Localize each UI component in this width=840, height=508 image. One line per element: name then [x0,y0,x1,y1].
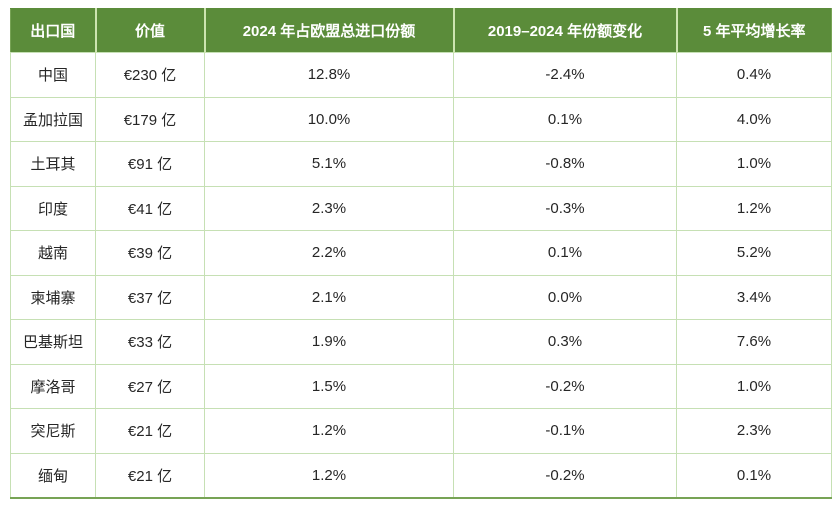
growth-rate-cell: 7.6% [676,319,832,365]
country-cell: 孟加拉国 [10,96,96,142]
value-cell: €27 亿 [95,363,205,409]
country-cell: 缅甸 [10,452,96,499]
share-change-cell: -0.1% [453,408,677,454]
share-2024-cell: 1.2% [204,408,454,454]
growth-rate-cell: 3.4% [676,274,832,320]
share-change-cell: -0.2% [453,363,677,409]
value-cell: €230 亿 [95,52,205,98]
value-cell: €21 亿 [95,452,205,499]
share-change-cell: 0.1% [453,230,677,276]
value-cell: €41 亿 [95,185,205,231]
share-change-cell: 0.1% [453,96,677,142]
share-change-cell: -0.3% [453,185,677,231]
growth-rate-cell: 1.2% [676,185,832,231]
table-row: 印度 €41 亿 2.3% -0.3% 1.2% [10,185,832,231]
growth-rate-cell: 1.0% [676,363,832,409]
share-2024-cell: 1.2% [204,452,454,499]
table-page: 出口国 价值 2024 年占欧盟总进口份额 2019–2024 年份额变化 5 … [0,8,840,508]
header-share-change: 2019–2024 年份额变化 [452,8,677,53]
growth-rate-cell: 0.1% [676,452,832,499]
share-2024-cell: 2.3% [204,185,454,231]
growth-rate-cell: 0.4% [676,52,832,98]
growth-rate-cell: 4.0% [676,96,832,142]
share-2024-cell: 5.1% [204,141,454,187]
table-row: 中国 €230 亿 12.8% -2.4% 0.4% [10,52,832,98]
value-cell: €21 亿 [95,408,205,454]
value-cell: €39 亿 [95,230,205,276]
country-cell: 突尼斯 [10,408,96,454]
table-row: 土耳其 €91 亿 5.1% -0.8% 1.0% [10,141,832,187]
value-cell: €91 亿 [95,141,205,187]
value-cell: €33 亿 [95,319,205,365]
country-cell: 柬埔寨 [10,274,96,320]
header-exporter-country: 出口国 [10,8,96,53]
country-cell: 中国 [10,52,96,98]
share-2024-cell: 1.5% [204,363,454,409]
country-cell: 摩洛哥 [10,363,96,409]
table-row: 突尼斯 €21 亿 1.2% -0.1% 2.3% [10,408,832,454]
table-row: 孟加拉国 €179 亿 10.0% 0.1% 4.0% [10,96,832,142]
header-value: 价值 [94,8,205,53]
share-2024-cell: 10.0% [204,96,454,142]
growth-rate-cell: 5.2% [676,230,832,276]
table-row: 缅甸 €21 亿 1.2% -0.2% 0.1% [10,452,832,499]
country-cell: 巴基斯坦 [10,319,96,365]
table-row: 柬埔寨 €37 亿 2.1% 0.0% 3.4% [10,274,832,320]
share-change-cell: -2.4% [453,52,677,98]
table-row: 越南 €39 亿 2.2% 0.1% 5.2% [10,230,832,276]
header-row: 出口国 价值 2024 年占欧盟总进口份额 2019–2024 年份额变化 5 … [10,8,832,53]
share-2024-cell: 2.1% [204,274,454,320]
header-2024-share: 2024 年占欧盟总进口份额 [203,8,454,53]
share-change-cell: 0.3% [453,319,677,365]
header-avg-growth: 5 年平均增长率 [675,8,832,53]
share-2024-cell: 12.8% [204,52,454,98]
table-row: 摩洛哥 €27 亿 1.5% -0.2% 1.0% [10,363,832,409]
share-change-cell: -0.2% [453,452,677,499]
value-cell: €179 亿 [95,96,205,142]
share-change-cell: -0.8% [453,141,677,187]
country-cell: 越南 [10,230,96,276]
eu-import-share-table: 出口国 价值 2024 年占欧盟总进口份额 2019–2024 年份额变化 5 … [10,8,832,499]
value-cell: €37 亿 [95,274,205,320]
country-cell: 土耳其 [10,141,96,187]
share-2024-cell: 1.9% [204,319,454,365]
share-change-cell: 0.0% [453,274,677,320]
growth-rate-cell: 2.3% [676,408,832,454]
country-cell: 印度 [10,185,96,231]
share-2024-cell: 2.2% [204,230,454,276]
growth-rate-cell: 1.0% [676,141,832,187]
table-row: 巴基斯坦 €33 亿 1.9% 0.3% 7.6% [10,319,832,365]
